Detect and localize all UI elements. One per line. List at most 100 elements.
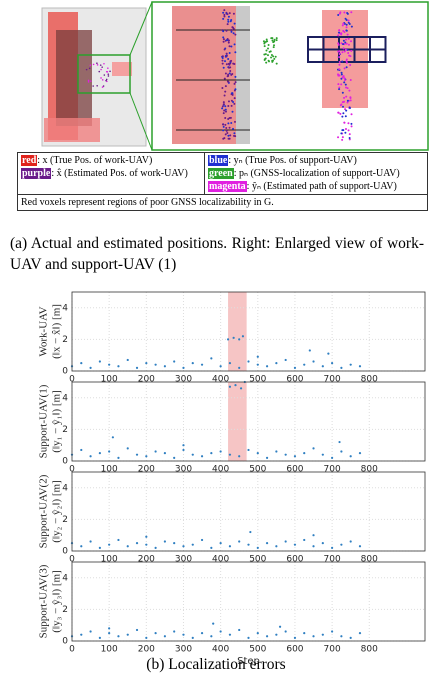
dot <box>225 126 228 129</box>
dot <box>222 101 225 104</box>
dot <box>225 52 228 55</box>
x-tick-label: 300 <box>175 375 192 385</box>
legend-text: : pₙ (GNSS-localization of support-UAV) <box>233 168 400 179</box>
point <box>145 455 148 458</box>
dot <box>341 91 344 94</box>
dot <box>338 74 341 77</box>
point <box>135 542 139 545</box>
dot <box>227 58 230 61</box>
dot <box>341 24 344 27</box>
dot <box>347 43 350 46</box>
dot <box>265 61 268 64</box>
dot <box>221 56 224 59</box>
legend-left: red: x (True Pos. of work-UAV) purple: x̂… <box>17 152 205 195</box>
dot <box>222 17 225 20</box>
y-tick-label: 2 <box>62 425 68 435</box>
dot <box>275 37 278 40</box>
point <box>182 633 185 636</box>
x-tick-label: 200 <box>138 645 155 655</box>
zoom-line <box>129 92 153 151</box>
dot <box>100 77 102 79</box>
point <box>303 452 306 455</box>
dot <box>337 13 340 16</box>
dot <box>345 23 348 26</box>
point <box>312 545 315 548</box>
dot <box>222 30 225 33</box>
dot <box>229 20 232 23</box>
red-voxels <box>322 10 368 108</box>
dot <box>341 51 344 54</box>
point <box>145 543 148 546</box>
dot <box>350 49 353 52</box>
dot <box>228 51 231 54</box>
point <box>191 636 194 639</box>
dot <box>348 106 351 109</box>
point <box>228 362 232 365</box>
point <box>312 447 315 450</box>
dot <box>341 138 344 141</box>
point <box>226 338 230 341</box>
legend-text: : x (True Pos. of work-UAV) <box>37 155 153 166</box>
point <box>98 636 101 639</box>
dot <box>263 53 266 56</box>
dot <box>345 26 348 29</box>
voxel <box>369 48 387 63</box>
x-tick-label: 600 <box>286 465 303 475</box>
y-tick-label: 0 <box>62 367 68 377</box>
point <box>210 635 213 638</box>
point <box>228 453 232 456</box>
point <box>238 455 241 458</box>
legend-key: green <box>208 168 234 179</box>
dot <box>344 38 347 41</box>
x-tick-label: 500 <box>249 645 266 655</box>
dot <box>338 88 341 91</box>
dot <box>100 68 102 71</box>
point <box>117 538 120 542</box>
dot <box>87 79 90 82</box>
dot <box>338 86 341 89</box>
x-tick-label: 400 <box>212 375 229 385</box>
dot <box>342 43 345 46</box>
dot <box>101 79 104 81</box>
legend-text: : ŷₙ (Estimated path of support-UAV) <box>246 181 397 192</box>
x-tick-label: 400 <box>212 555 229 565</box>
note: Red voxels represent regions of poor GNS… <box>17 194 428 211</box>
dot <box>347 37 350 40</box>
point <box>303 538 306 542</box>
point <box>126 633 129 636</box>
x-tick-label: 700 <box>324 555 341 565</box>
dot <box>224 54 227 57</box>
dot <box>342 22 345 25</box>
x-tick-label: 0 <box>69 555 75 565</box>
dot <box>223 15 226 18</box>
point <box>349 455 352 458</box>
trajectory <box>85 9 353 141</box>
legend-key: purple <box>21 168 52 179</box>
dot <box>349 78 352 81</box>
x-tick-label: 300 <box>175 555 192 565</box>
point <box>126 545 129 548</box>
y-axis-label: Support-UAV(2) <box>38 474 50 548</box>
red-voxels <box>172 6 236 144</box>
dot <box>230 29 233 32</box>
dot <box>263 45 266 48</box>
x-tick-label: 200 <box>138 375 155 385</box>
dot <box>88 67 91 70</box>
point <box>219 450 222 453</box>
dot <box>227 105 230 108</box>
dot <box>348 133 351 136</box>
dot <box>229 69 232 72</box>
dot <box>221 87 224 90</box>
point <box>210 546 213 549</box>
dot <box>102 85 105 87</box>
dot <box>89 64 92 67</box>
plot-area <box>72 292 425 371</box>
point <box>358 545 362 548</box>
point <box>98 360 101 363</box>
point <box>108 543 111 546</box>
dot <box>226 13 229 16</box>
dot <box>222 103 225 106</box>
dot <box>268 60 271 63</box>
highlight <box>228 382 247 461</box>
point <box>321 453 324 456</box>
